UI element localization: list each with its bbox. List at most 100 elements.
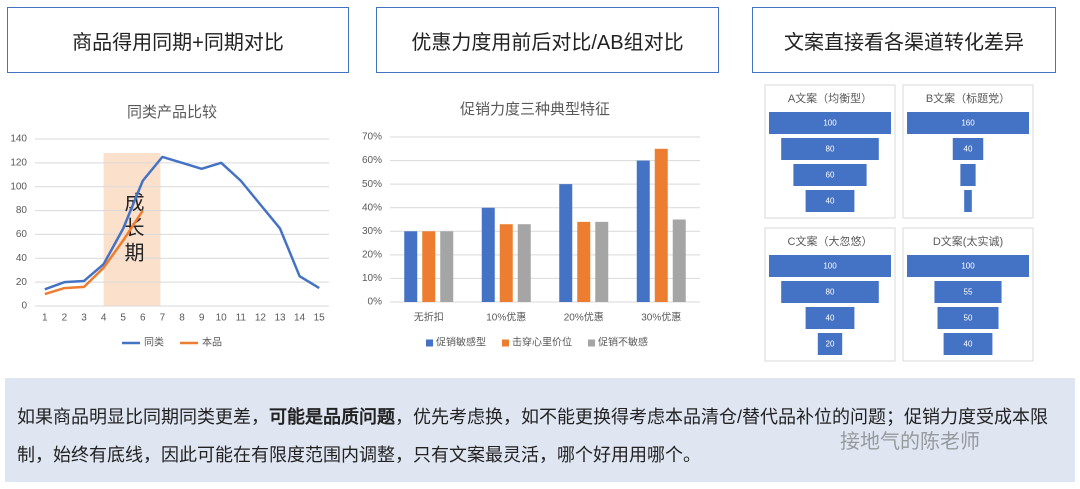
y-tick-label: 40	[16, 253, 28, 264]
funnel-bar	[781, 281, 879, 303]
bar	[654, 148, 668, 302]
funnel-panel	[764, 84, 896, 219]
funnel-bar	[781, 138, 879, 160]
funnel-value: 80	[826, 145, 835, 154]
funnel-value: 50	[964, 314, 973, 323]
y-tick-label: 0%	[368, 297, 383, 308]
x-tick-label: 3	[81, 313, 87, 324]
funnel-value: 20	[826, 340, 835, 349]
funnel-title: C文案（大忽悠）	[788, 234, 873, 248]
funnel-bar	[907, 255, 1029, 277]
funnel-bar	[934, 281, 1002, 303]
funnel-panel	[902, 84, 1034, 219]
bar	[636, 160, 650, 302]
legend-label: 同类	[144, 336, 164, 349]
x-tick-label: 8	[179, 313, 185, 324]
line-series	[44, 155, 320, 291]
y-tick-label: 40%	[362, 202, 382, 213]
note: 如果商品明显比同期同类更差，可能是品质问题，优先考虑换，如不能更换得考虑本品清仓…	[5, 378, 1075, 482]
y-tick-label: 0	[21, 301, 27, 312]
legend-swatch	[426, 339, 433, 347]
x-tick-label: 11	[236, 313, 247, 324]
funnel-value: 160	[961, 119, 975, 128]
funnel-bar	[952, 138, 984, 160]
bar	[595, 221, 609, 302]
bar	[577, 221, 591, 302]
funnel-bar	[937, 307, 999, 329]
bar	[499, 224, 513, 302]
funnel-bar	[817, 333, 843, 355]
x-tick-label: 4	[101, 313, 107, 324]
x-tick-label: 6	[140, 313, 146, 324]
funnel-bar	[805, 307, 855, 329]
line-series	[44, 209, 144, 296]
legend-label: 击穿心里价位	[512, 336, 572, 349]
x-tick-label: 10%优惠	[486, 311, 526, 324]
funnel-bar	[907, 112, 1029, 134]
y-tick-label: 10%	[362, 273, 382, 284]
y-tick-label: 20	[16, 277, 28, 288]
legend-label: 促销敏感型	[436, 336, 486, 349]
x-tick-label: 5	[120, 313, 126, 324]
funnel-value: 55	[964, 288, 973, 297]
funnel-value: 100	[961, 262, 975, 271]
chart-title: 同类产品比较	[127, 103, 217, 121]
x-tick-label: 2	[62, 313, 68, 324]
y-tick-label: 30%	[362, 226, 382, 237]
x-tick-label: 无折扣	[414, 311, 444, 324]
bar	[440, 231, 454, 302]
x-tick-label: 7	[160, 313, 166, 324]
y-tick-label: 50%	[362, 179, 382, 190]
note-bold: 可能是品质问题	[269, 407, 395, 427]
bar	[422, 231, 436, 302]
funnel-bar	[769, 112, 891, 134]
header-box: 商品得用同期+同期对比	[7, 7, 349, 73]
y-tick-label: 120	[10, 157, 27, 168]
funnel-bar	[943, 333, 993, 355]
legend-label: 促销不敏感	[598, 336, 648, 349]
funnel-value: 100	[823, 262, 837, 271]
funnel-value: 60	[826, 171, 835, 180]
chart-title: 促销力度三种典型特征	[460, 101, 610, 118]
y-tick-label: 20%	[362, 249, 382, 260]
x-tick-label: 12	[255, 313, 267, 324]
x-tick-label: 15	[314, 313, 326, 324]
funnel-value: 40	[964, 145, 973, 154]
y-tick-label: 100	[10, 181, 27, 192]
x-tick-label: 30%优惠	[641, 311, 681, 324]
bar	[481, 207, 495, 302]
bar	[559, 184, 573, 302]
header-box: 文案直接看各渠道转化差异	[752, 7, 1056, 73]
funnel-bar	[793, 164, 867, 186]
funnel-value: 100	[823, 119, 837, 128]
x-tick-label: 10	[216, 313, 228, 324]
legend-swatch	[502, 339, 509, 347]
funnel-value: 40	[964, 340, 973, 349]
funnel-panel	[764, 227, 896, 362]
funnel-title: D文案(太实诚)	[933, 234, 1003, 248]
bar	[517, 224, 531, 302]
bar	[672, 219, 686, 302]
x-tick-label: 9	[199, 313, 205, 324]
highlight-band	[103, 153, 161, 306]
header-box: 优惠力度用前后对比/AB组对比	[376, 7, 719, 73]
x-tick-label: 20%优惠	[564, 311, 604, 324]
x-tick-label: 1	[42, 313, 48, 324]
funnel-title: B文案（标题党）	[926, 91, 1010, 105]
funnel-panel	[902, 227, 1034, 362]
funnel-value: 40	[826, 314, 835, 323]
note-text: 如果商品明显比同期同类更差，	[17, 407, 269, 427]
funnel-value: 40	[826, 197, 835, 206]
funnel-title: A文案（均衡型）	[788, 91, 872, 105]
funnel-bar	[964, 190, 972, 212]
note-text: ，优先考虑换，如不能更换得考虑本品清仓/替代品补位的问题；促销力度受成本限制，始…	[17, 407, 1048, 465]
funnel-bar	[960, 164, 976, 186]
x-tick-label: 14	[294, 313, 306, 324]
y-tick-label: 60	[16, 229, 28, 240]
y-tick-label: 60%	[362, 155, 382, 166]
y-tick-label: 70%	[362, 132, 382, 143]
y-tick-label: 80	[16, 205, 28, 216]
legend-swatch	[588, 339, 595, 347]
